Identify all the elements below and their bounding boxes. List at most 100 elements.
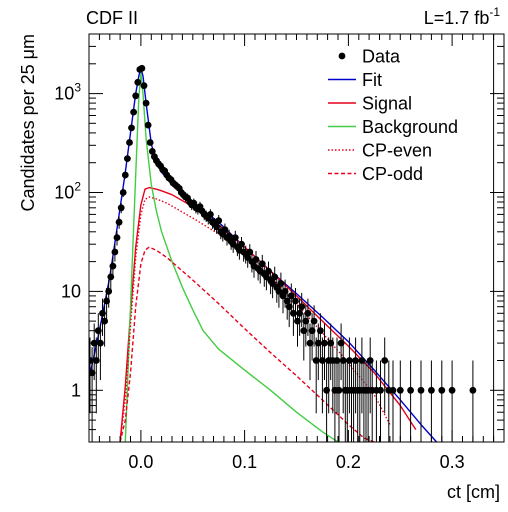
data-point	[407, 360, 414, 442]
data-point	[142, 99, 150, 107]
data-point-marker	[146, 139, 154, 146]
legend-entry-fit: Fit	[328, 70, 382, 90]
data-points-layer	[89, 34, 495, 442]
data-point	[438, 360, 446, 442]
data-point	[148, 148, 156, 155]
data-point	[215, 215, 223, 227]
data-point	[493, 34, 495, 442]
data-point-marker	[109, 262, 117, 270]
data-point-marker	[469, 386, 477, 394]
data-point	[304, 298, 312, 336]
data-point-marker	[298, 303, 306, 311]
data-point	[128, 124, 135, 132]
y-tick-label: 102	[54, 180, 81, 203]
data-point-marker	[317, 327, 324, 335]
data-point-marker	[438, 386, 446, 394]
data-point-marker	[407, 386, 414, 394]
data-point-marker	[381, 357, 389, 364]
data-point-marker	[128, 124, 135, 132]
legend: Data Fit Signal Background CP-even CP-odd	[328, 47, 458, 184]
data-point-marker	[115, 218, 123, 226]
legend-label-signal: Signal	[362, 94, 412, 114]
legend-entry-cpodd: CP-odd	[328, 164, 423, 184]
data-point-marker	[130, 108, 138, 116]
data-point-marker	[448, 386, 456, 394]
legend-label-cpeven: CP-even	[362, 141, 432, 161]
data-point	[146, 139, 154, 146]
y-tick-label: 1	[71, 380, 81, 400]
legend-label-data: Data	[362, 47, 401, 67]
data-point-marker	[119, 189, 127, 196]
data-point-marker	[231, 234, 239, 242]
background-curve	[124, 72, 339, 442]
data-point	[117, 202, 125, 214]
data-point-marker	[389, 386, 397, 394]
data-point-marker	[428, 386, 435, 394]
data-point	[396, 360, 404, 442]
data-point	[417, 360, 425, 442]
data-point	[335, 360, 343, 442]
data-point-marker	[335, 386, 343, 394]
data-point	[292, 288, 299, 320]
data-point	[377, 360, 384, 442]
data-point	[119, 188, 127, 197]
data-point-marker	[148, 148, 156, 155]
data-point	[448, 360, 456, 442]
data-point	[144, 121, 152, 129]
data-point	[97, 323, 104, 381]
data-point	[126, 139, 133, 146]
data-point-marker	[124, 155, 131, 163]
data-point-marker	[310, 317, 318, 325]
x-tick-label: 0.3	[440, 452, 465, 472]
data-point-marker	[292, 297, 299, 305]
data-point	[310, 305, 318, 347]
data-point-marker	[126, 139, 133, 146]
data-point	[317, 313, 324, 361]
data-point-marker	[111, 248, 119, 256]
data-point	[381, 337, 389, 414]
y-tick-label: 10	[61, 281, 81, 301]
legend-entry-data: Data	[338, 47, 401, 67]
data-point	[109, 257, 117, 278]
data-point	[428, 360, 435, 442]
data-point-marker	[134, 78, 142, 86]
y-tick-label: 103	[54, 81, 81, 104]
data-point-marker	[121, 171, 129, 179]
data-point	[298, 292, 306, 328]
legend-entry-signal: Signal	[328, 94, 412, 114]
data-point-marker	[117, 204, 125, 212]
header-right-label: L=1.7 fb-1	[424, 5, 501, 28]
header-left-label: CDF II	[86, 8, 138, 28]
axis-ticks-layer: 0.0 0.1 0.2 0.3 1 10 102 103	[54, 33, 505, 472]
data-point-marker	[113, 234, 121, 242]
data-point-marker	[97, 339, 104, 347]
x-axis-label: ct [cm]	[447, 482, 500, 502]
x-tick-label: 0.1	[232, 452, 257, 472]
data-point	[115, 216, 123, 229]
data-point	[140, 82, 148, 90]
y-axis-label: Candidates per 25 μm	[18, 34, 38, 211]
data-point-marker	[396, 386, 404, 394]
data-point	[138, 64, 146, 72]
data-point	[124, 155, 131, 163]
data-point-marker	[377, 386, 384, 394]
data-point	[130, 108, 138, 116]
data-point	[134, 78, 142, 86]
data-point-marker	[132, 92, 140, 100]
data-point-marker	[215, 217, 223, 225]
data-point-marker	[417, 386, 425, 394]
data-point	[207, 209, 214, 221]
x-tick-label: 0.0	[128, 452, 153, 472]
x-tick-label: 0.2	[336, 452, 361, 472]
legend-entry-cpeven: CP-even	[328, 141, 432, 161]
legend-marker-data	[338, 52, 346, 60]
legend-label-cpodd: CP-odd	[362, 164, 423, 184]
data-point-marker	[321, 339, 328, 347]
data-point	[132, 92, 140, 100]
data-point	[389, 360, 397, 442]
data-point-marker	[287, 292, 295, 300]
data-point-marker	[207, 211, 214, 218]
data-point	[231, 230, 239, 246]
data-point	[469, 360, 477, 442]
